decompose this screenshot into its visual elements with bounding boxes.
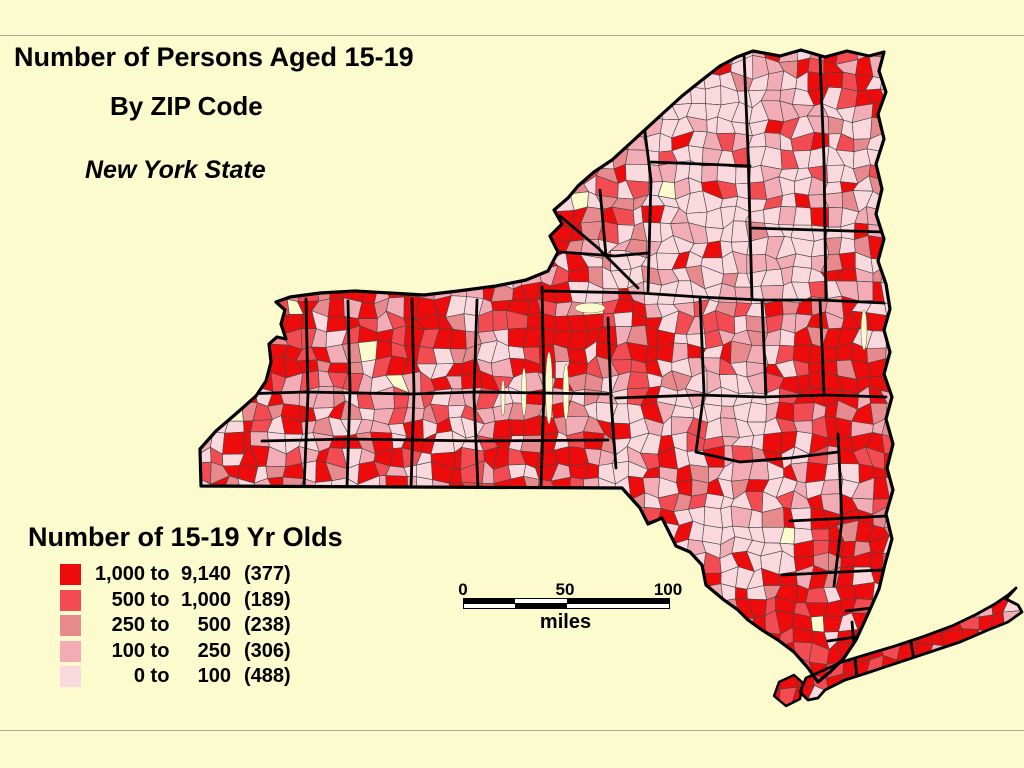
legend-zip-count: (238) [244, 614, 291, 637]
title-line-3: New York State [85, 156, 266, 184]
scale-bar-graphic [463, 598, 670, 609]
legend-swatch-class4 [60, 640, 81, 662]
legend-zip-count: (488) [244, 665, 291, 688]
legend-swatch-class2 [60, 589, 81, 611]
state-outline [198, 48, 895, 684]
long-island-outline [798, 586, 1024, 702]
legend-range-to: 500 [197, 614, 231, 637]
legend-range-from: 1,000 [94, 563, 145, 586]
legend-range-from: 0 [133, 665, 145, 688]
legend-range-to: 1,000 [180, 588, 231, 611]
legend-title: Number of 15-19 Yr Olds [28, 522, 343, 552]
legend-row: 100 to 250 (306) [60, 639, 368, 665]
staten-island-outline [772, 673, 805, 708]
legend-zip-count: (189) [244, 588, 291, 611]
legend-rows: 1,000 to 9,140 (377) 500 to 1,000 (189) … [60, 562, 368, 690]
legend-swatch-class5 [60, 666, 81, 688]
scale-bar-unit: miles [539, 611, 592, 633]
legend-row: 500 to 1,000 (189) [60, 588, 368, 614]
scale-tick-50: 50 [555, 580, 575, 599]
scale-tick-100: 100 [653, 580, 683, 599]
title-line-1: Number of Persons Aged 15-19 [14, 42, 414, 72]
legend-range-separator: to [150, 614, 170, 637]
legend-zip-count: (306) [244, 639, 291, 662]
legend-range-separator: to [150, 588, 170, 611]
legend-range-to: 9,140 [180, 563, 231, 586]
legend-range-separator: to [150, 639, 170, 662]
legend-row: 1,000 to 9,140 (377) [60, 562, 368, 588]
scale-bar: 0 50 100 miles [455, 580, 682, 634]
legend-swatch-class1 [60, 564, 81, 586]
scale-tick-0: 0 [458, 580, 468, 599]
scale-bar-ticks: 0 50 100 [455, 580, 682, 599]
top-frame-line [0, 35, 1024, 36]
legend-range-from: 100 [111, 639, 145, 662]
legend-row: 0 to 100 (488) [60, 664, 368, 690]
legend-swatch-class3 [60, 615, 81, 637]
legend-range-from: 500 [111, 588, 145, 611]
county-boundaries [238, 52, 918, 692]
legend: Number of 15-19 Yr Olds 1,000 to 9,140 (… [28, 522, 368, 690]
legend-zip-count: (377) [244, 563, 291, 586]
legend-range-separator: to [150, 563, 170, 586]
legend-row: 250 to 500 (238) [60, 613, 368, 639]
legend-range-to: 100 [197, 665, 231, 688]
bottom-frame-line [0, 730, 1024, 731]
title-line-2: By ZIP Code [110, 91, 263, 121]
legend-range-from: 250 [111, 614, 145, 637]
legend-range-to: 250 [197, 639, 231, 662]
legend-range-separator: to [150, 665, 170, 688]
